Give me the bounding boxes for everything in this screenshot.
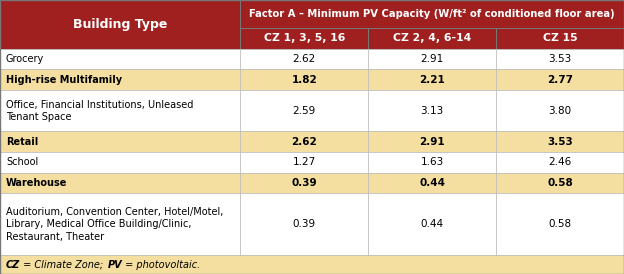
Bar xyxy=(0,49,240,69)
Bar xyxy=(0,173,240,193)
Bar xyxy=(0,193,240,255)
Text: CZ 1, 3, 5, 16: CZ 1, 3, 5, 16 xyxy=(263,33,345,44)
Bar xyxy=(240,90,368,131)
Bar xyxy=(368,193,496,255)
Text: Office, Financial Institutions, Unleased
Tenant Space: Office, Financial Institutions, Unleased… xyxy=(6,99,193,122)
Bar xyxy=(496,90,624,131)
Bar xyxy=(240,152,368,173)
Text: 2.77: 2.77 xyxy=(547,75,573,85)
Text: 1.27: 1.27 xyxy=(293,157,316,167)
Text: 0.39: 0.39 xyxy=(291,178,317,188)
Bar xyxy=(0,90,240,131)
Bar xyxy=(368,90,496,131)
Bar xyxy=(240,193,368,255)
Text: 1.63: 1.63 xyxy=(421,157,444,167)
Bar xyxy=(368,28,496,49)
Bar xyxy=(0,131,240,152)
Text: 2.21: 2.21 xyxy=(419,75,445,85)
Text: 1.82: 1.82 xyxy=(291,75,317,85)
Bar xyxy=(240,131,368,152)
Text: = photovoltaic.: = photovoltaic. xyxy=(122,260,200,270)
Text: Auditorium, Convention Center, Hotel/Motel,
Library, Medical Office Building/Cli: Auditorium, Convention Center, Hotel/Mot… xyxy=(6,207,223,242)
Text: 3.53: 3.53 xyxy=(548,54,572,64)
Text: 3.13: 3.13 xyxy=(421,106,444,116)
Bar xyxy=(240,28,368,49)
Bar xyxy=(240,173,368,193)
Bar xyxy=(496,173,624,193)
Bar xyxy=(496,28,624,49)
Bar xyxy=(496,131,624,152)
Text: 0.39: 0.39 xyxy=(293,219,316,229)
Bar xyxy=(0,69,240,90)
Text: = Climate Zone;: = Climate Zone; xyxy=(20,260,109,270)
Text: 2.46: 2.46 xyxy=(548,157,572,167)
Text: 2.91: 2.91 xyxy=(421,54,444,64)
Text: Warehouse: Warehouse xyxy=(6,178,67,188)
Bar xyxy=(240,0,624,28)
Bar xyxy=(240,49,368,69)
Bar xyxy=(496,69,624,90)
Bar xyxy=(368,173,496,193)
Text: CZ 2, 4, 6-14: CZ 2, 4, 6-14 xyxy=(393,33,471,44)
Text: PV: PV xyxy=(108,260,123,270)
Text: 2.62: 2.62 xyxy=(291,137,317,147)
Text: CZ: CZ xyxy=(6,260,20,270)
Text: CZ 15: CZ 15 xyxy=(543,33,577,44)
Bar xyxy=(496,193,624,255)
Text: Grocery: Grocery xyxy=(6,54,44,64)
Text: Factor A – Minimum PV Capacity (W/ft² of conditioned floor area): Factor A – Minimum PV Capacity (W/ft² of… xyxy=(250,9,615,19)
Text: School: School xyxy=(6,157,38,167)
Text: High-rise Multifamily: High-rise Multifamily xyxy=(6,75,122,85)
Text: 0.58: 0.58 xyxy=(548,219,572,229)
Text: Building Type: Building Type xyxy=(73,18,167,31)
Text: 3.80: 3.80 xyxy=(548,106,572,116)
Bar xyxy=(368,49,496,69)
Bar xyxy=(368,152,496,173)
Bar xyxy=(368,131,496,152)
Bar xyxy=(0,152,240,173)
Text: 0.58: 0.58 xyxy=(547,178,573,188)
Text: 0.44: 0.44 xyxy=(421,219,444,229)
Text: 0.44: 0.44 xyxy=(419,178,445,188)
Bar xyxy=(368,69,496,90)
Text: 2.59: 2.59 xyxy=(293,106,316,116)
Text: 3.53: 3.53 xyxy=(547,137,573,147)
Bar xyxy=(240,69,368,90)
Bar xyxy=(496,152,624,173)
Bar xyxy=(0,255,624,274)
Text: Retail: Retail xyxy=(6,137,38,147)
Text: 2.91: 2.91 xyxy=(419,137,445,147)
Text: 2.62: 2.62 xyxy=(293,54,316,64)
Bar xyxy=(0,0,240,49)
Bar xyxy=(496,49,624,69)
